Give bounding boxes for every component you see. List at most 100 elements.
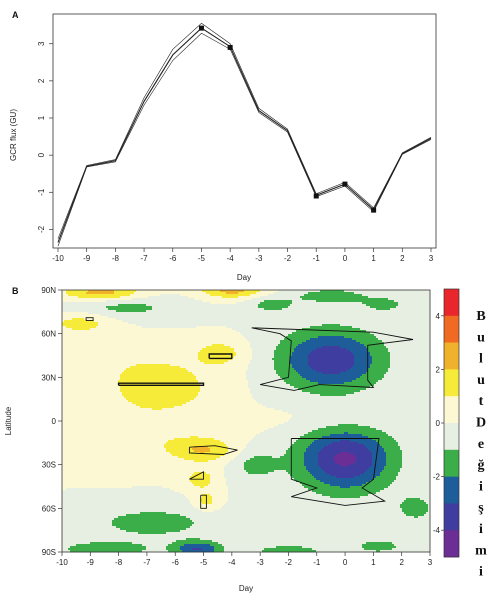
field-cell <box>200 386 249 389</box>
significance-contour-7 <box>200 494 207 509</box>
field-cell <box>62 466 225 469</box>
field-cell <box>62 372 123 375</box>
field-cell <box>308 488 385 491</box>
field-cell <box>114 290 137 293</box>
field-cell <box>306 340 357 343</box>
field-cell <box>292 302 363 305</box>
field-cell <box>326 472 365 475</box>
x-tick-label-2: -8 <box>115 558 123 567</box>
field-cell <box>392 542 431 545</box>
field-cell <box>210 450 229 453</box>
field-cell <box>354 462 373 465</box>
field-cell <box>278 424 339 427</box>
field-cell <box>292 476 315 479</box>
field-cell <box>404 500 425 503</box>
field-cell <box>202 300 245 303</box>
field-cell <box>166 546 181 549</box>
field-cell <box>224 468 245 471</box>
field-cell <box>324 446 367 449</box>
field-cell <box>332 442 359 445</box>
field-cell <box>312 442 333 445</box>
field-cell <box>396 306 431 309</box>
x-tick-label-9: -1 <box>313 254 321 263</box>
field-cell <box>136 324 323 327</box>
field-cell <box>118 516 187 519</box>
colorbar-band-1 <box>444 289 459 317</box>
field-cell <box>268 294 305 297</box>
field-cell <box>66 488 171 491</box>
field-cell <box>368 448 385 451</box>
field-cell <box>268 472 289 475</box>
field-cell <box>208 460 231 463</box>
field-cell <box>66 326 97 329</box>
field-cell <box>248 386 295 389</box>
field-cell <box>214 546 225 549</box>
field-cell <box>224 470 247 473</box>
y-tick-label-0: -2 <box>37 225 46 233</box>
field-cell <box>62 438 175 441</box>
field-cell <box>210 480 227 483</box>
field-cell <box>318 460 335 463</box>
field-cell <box>120 390 201 393</box>
field-cell <box>356 340 383 343</box>
field-cell <box>62 318 73 321</box>
field-cell <box>192 548 203 551</box>
data-marker-3 <box>313 193 319 199</box>
field-cell <box>294 478 317 481</box>
field-cell <box>62 480 191 483</box>
field-cell <box>390 360 431 363</box>
field-cell <box>62 484 195 487</box>
field-cell <box>274 408 431 411</box>
field-cell <box>116 318 431 321</box>
field-cell <box>162 408 275 411</box>
field-cell <box>318 428 377 431</box>
field-cell <box>402 452 431 455</box>
field-cell <box>120 374 195 377</box>
field-cell <box>372 458 387 461</box>
field-cell <box>300 374 363 377</box>
field-cell <box>122 392 199 395</box>
field-cell <box>180 530 431 533</box>
field-cell <box>296 346 323 349</box>
field-cell <box>252 438 299 441</box>
field-cell <box>382 446 401 449</box>
field-cell <box>386 432 431 435</box>
field-cell <box>70 550 143 553</box>
field-cell <box>148 296 189 299</box>
field-cell <box>252 298 303 301</box>
field-cell <box>168 440 221 443</box>
field-cell <box>194 460 209 463</box>
field-cell <box>246 372 277 375</box>
field-cell <box>202 496 213 499</box>
field-cell <box>252 350 275 353</box>
field-cell <box>62 512 141 515</box>
field-cell <box>368 368 389 371</box>
field-cell <box>298 344 365 347</box>
field-cell <box>62 490 175 493</box>
field-cell <box>280 340 307 343</box>
field-cell <box>192 504 225 507</box>
field-cell <box>340 464 351 467</box>
side-letter-1: B <box>476 309 485 324</box>
field-cell <box>62 380 119 383</box>
field-cell <box>272 358 291 361</box>
field-cell <box>274 356 291 359</box>
field-cell <box>388 368 431 371</box>
field-cell <box>286 452 305 455</box>
field-cell <box>288 420 431 423</box>
field-cell <box>288 306 371 309</box>
field-cell <box>346 394 431 397</box>
field-cell <box>304 452 319 455</box>
field-cell <box>200 350 235 353</box>
x-tick-label-8: -2 <box>285 558 293 567</box>
field-cell <box>316 370 347 373</box>
field-cell <box>160 294 181 297</box>
field-cell <box>202 290 221 293</box>
y-tick-label-2: 0 <box>37 152 46 157</box>
field-cell <box>402 450 431 453</box>
field-cell <box>62 384 119 387</box>
field-cell <box>120 528 187 531</box>
field-cell <box>106 306 153 309</box>
field-cell <box>212 500 229 503</box>
field-cell <box>62 482 193 485</box>
